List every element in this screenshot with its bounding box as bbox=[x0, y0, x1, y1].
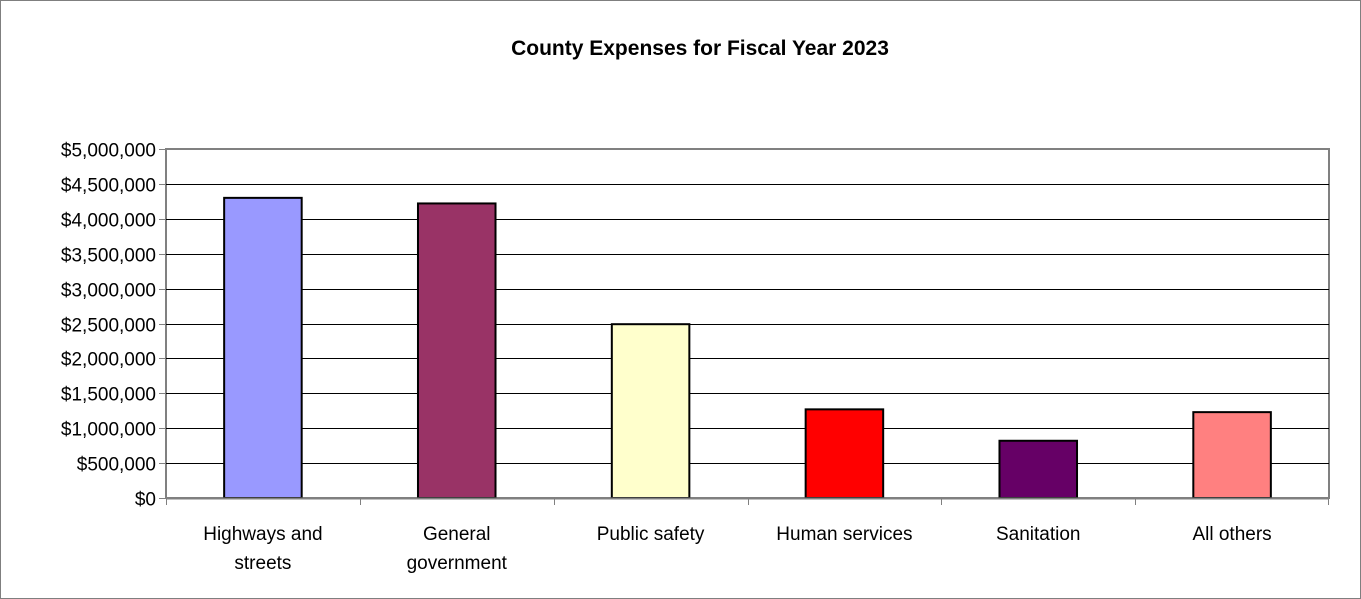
bar bbox=[610, 323, 691, 499]
x-tick-label: Sanitation bbox=[996, 524, 1081, 545]
y-tick-label: $5,000,000 bbox=[61, 141, 156, 162]
y-tick-label: $1,000,000 bbox=[61, 420, 156, 441]
x-tick-label: Public safety bbox=[597, 524, 705, 545]
y-tick-label: $2,000,000 bbox=[61, 350, 156, 371]
plot-area: $0 $500,000 $1,000,000 $1,500,000 $2,000,000… bbox=[61, 141, 1330, 574]
x-tick-label: government bbox=[407, 553, 508, 574]
x-tick-label: streets bbox=[234, 553, 291, 574]
y-tick-label: $0 bbox=[135, 490, 156, 511]
y-tick-label: $4,500,000 bbox=[61, 176, 156, 197]
x-tick-label: Human services bbox=[776, 524, 912, 545]
y-tick-label: $1,500,000 bbox=[61, 385, 156, 406]
bar bbox=[416, 202, 497, 499]
x-tick-label: General bbox=[423, 524, 491, 545]
y-tick-label: $3,500,000 bbox=[61, 246, 156, 267]
x-tick-label: All others bbox=[1192, 524, 1271, 545]
y-tick-label: $3,000,000 bbox=[61, 281, 156, 302]
plot-frame bbox=[165, 148, 1330, 499]
y-tick-label: $2,500,000 bbox=[61, 316, 156, 337]
bar bbox=[1192, 411, 1272, 499]
x-tick-label: Highways and bbox=[203, 524, 322, 545]
y-tick-label: $4,000,000 bbox=[61, 211, 156, 232]
bar bbox=[804, 408, 885, 500]
bar bbox=[223, 196, 303, 500]
y-tick-label: $500,000 bbox=[77, 455, 156, 476]
chart-title: County Expenses for Fiscal Year 2023 bbox=[511, 37, 889, 60]
bar bbox=[998, 439, 1079, 500]
